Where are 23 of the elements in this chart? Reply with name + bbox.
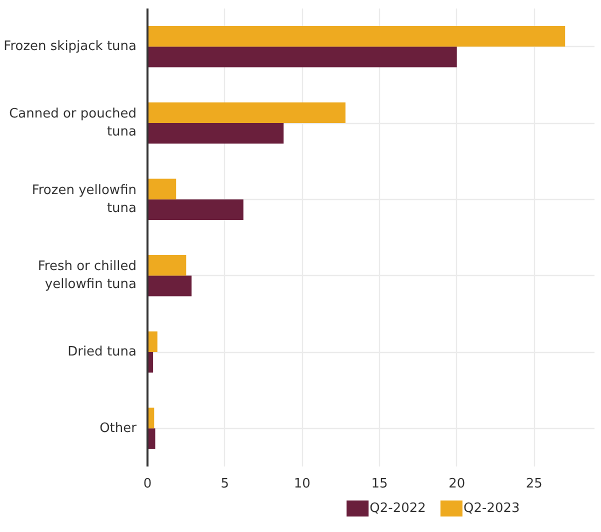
bar [148,276,192,296]
y-tick-label: Other [100,420,138,436]
bar [148,199,244,220]
x-tick-label: 5 [220,476,229,492]
x-tick-label: 25 [526,476,542,492]
bar [148,46,457,68]
y-tick-label: Dried tuna [68,344,137,360]
x-tick-label: 10 [294,476,310,492]
y-tick-label: Frozen skipjack tuna [4,39,137,54]
bar [148,123,284,144]
x-tick-label: 20 [448,476,466,492]
y-tick-label: Fresh or chilled yellowfin tuna [38,259,137,292]
y-tick-label: Frozen yellowfin tuna [32,182,137,216]
bar [148,102,346,123]
legend-label: Q2-2023 [464,501,520,516]
x-tick-label: 0 [143,476,152,492]
legend-label: Q2-2022 [370,501,426,516]
bar [148,331,158,352]
bar [148,26,566,47]
bar [148,178,176,200]
x-tick-label: 15 [371,476,388,492]
bar [148,255,186,276]
y-tick-label: Canned or pouched tuna [9,106,137,140]
